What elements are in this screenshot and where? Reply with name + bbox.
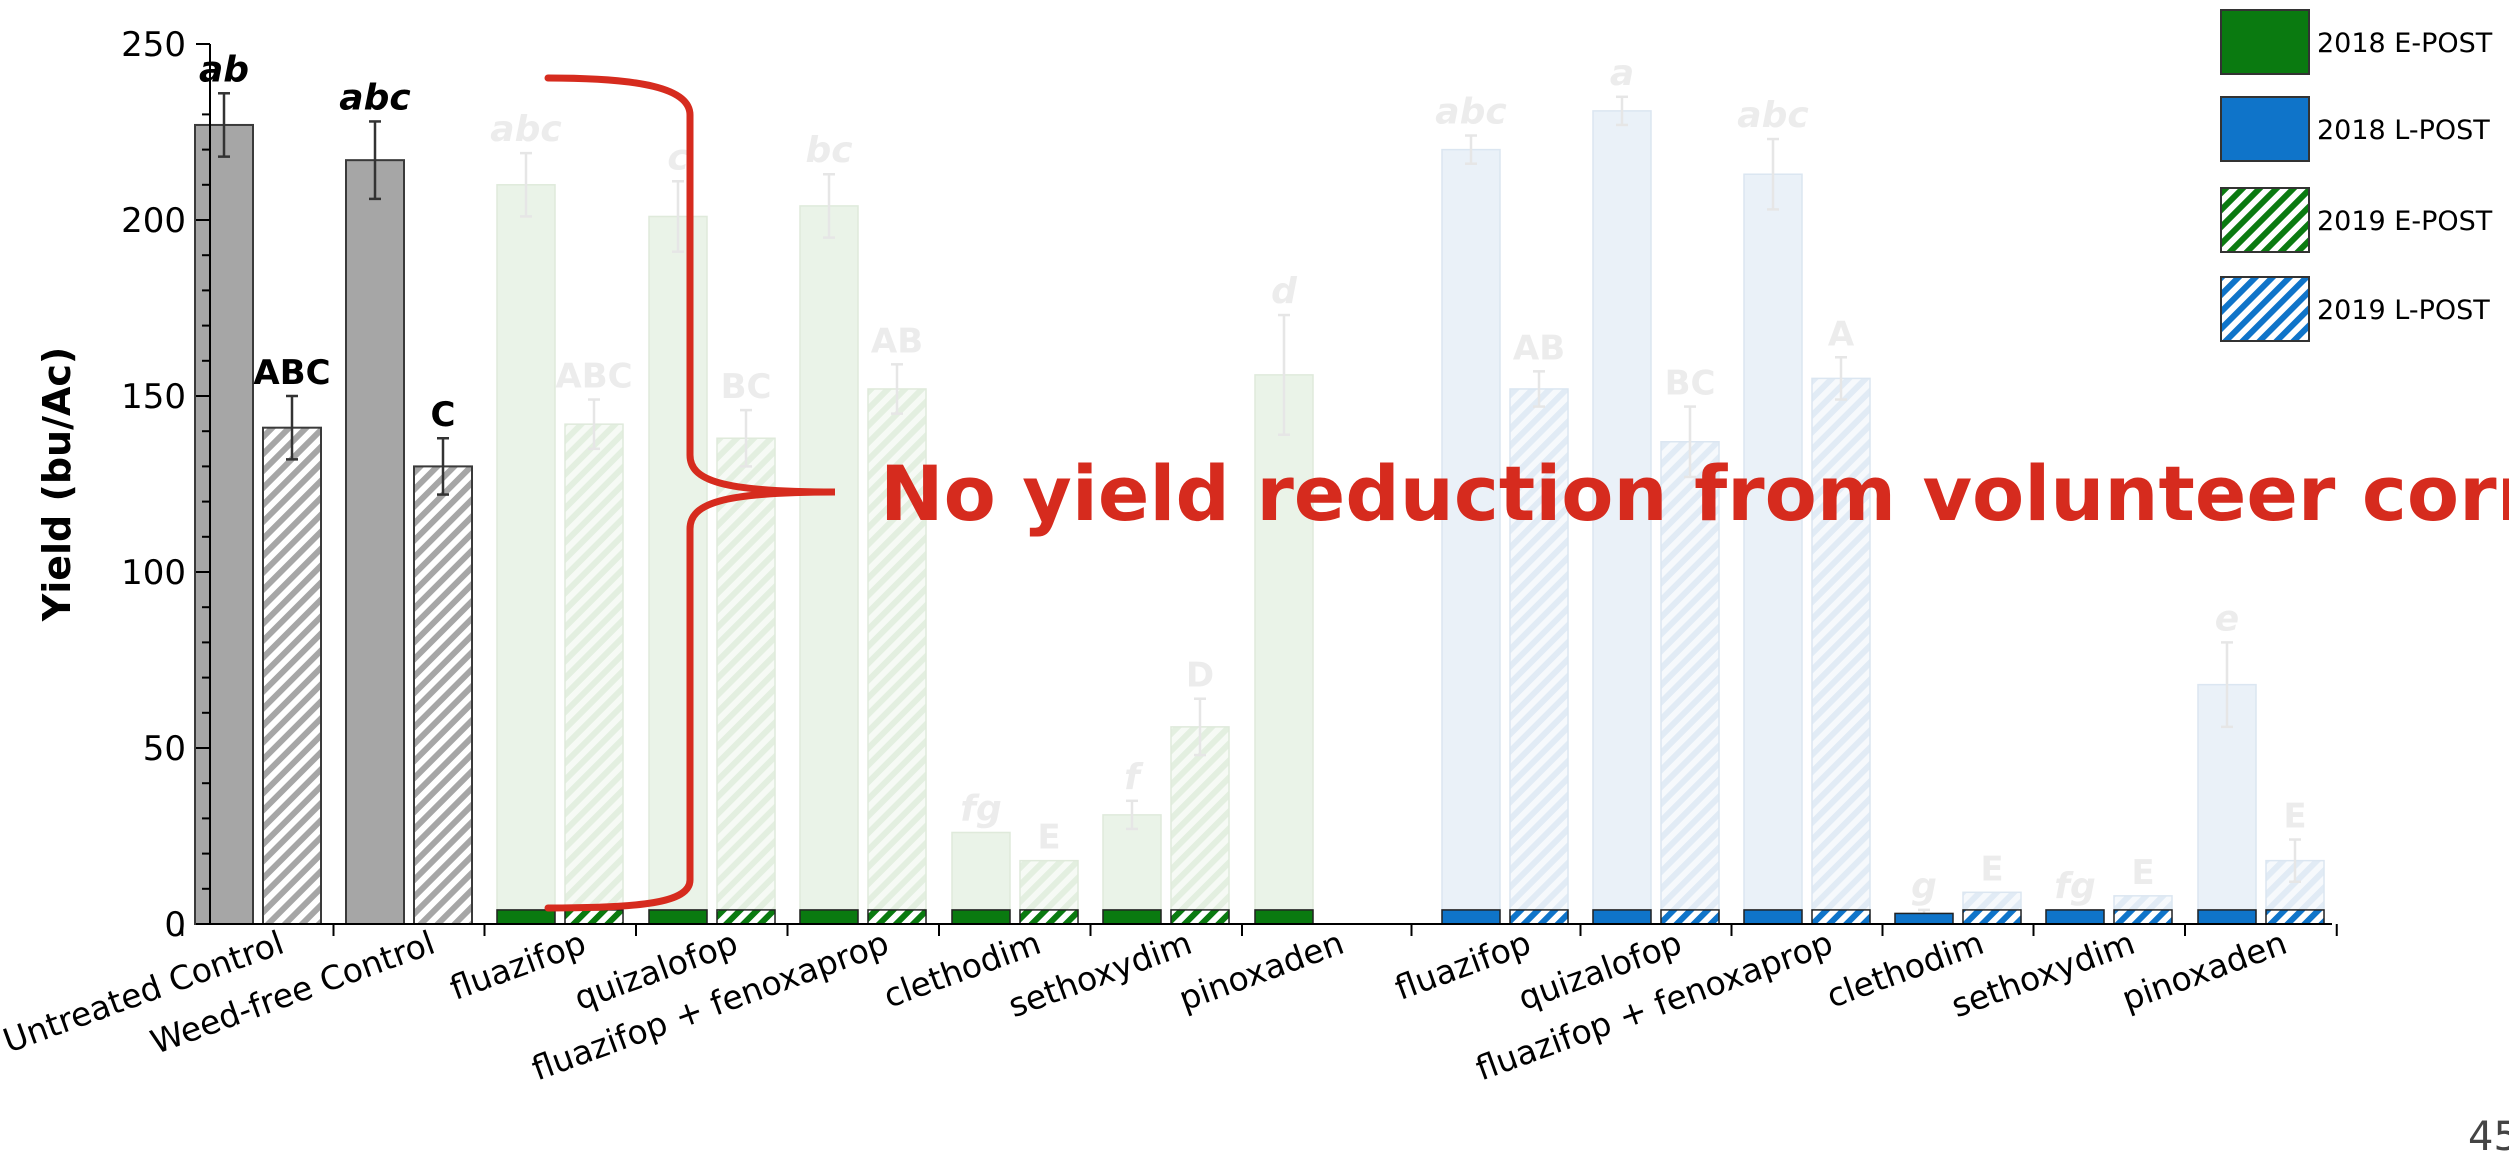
legend-label: 2018 L-POST (2317, 115, 2490, 146)
significance-label: f (1124, 757, 1144, 798)
bars-layer (194, 92, 2325, 926)
bar-baseline-overlay (716, 909, 776, 925)
bar (1170, 726, 1230, 925)
significance-label: abc (1435, 92, 1506, 133)
bar-baseline-overlay (1962, 909, 2022, 925)
bar (648, 215, 708, 925)
bar (1743, 173, 1803, 925)
callout-brace (544, 74, 836, 912)
axes: 0 50 100 150 200 250 Yield (bu/Ac) (35, 25, 2338, 945)
significance-label: a (1610, 53, 1634, 94)
bar-baseline-overlay (1170, 909, 1230, 925)
bar (345, 159, 405, 926)
bar-baseline-overlay (867, 909, 927, 925)
significance-label: E (2131, 853, 2154, 893)
bar (1254, 374, 1314, 925)
significance-label: ABC (253, 353, 330, 393)
bar-baseline-overlay (799, 909, 859, 925)
bar (1509, 388, 1569, 925)
y-tick-label: 50 (143, 729, 186, 769)
significance-label: C (431, 395, 456, 435)
bar-baseline-overlay (1592, 909, 1652, 925)
y-tick-label: 200 (121, 201, 186, 241)
bar-baseline-overlay (496, 909, 556, 925)
category-label: fluazifop (445, 923, 591, 1008)
significance-label: fg (2054, 866, 2095, 907)
bar (1102, 814, 1162, 925)
significance-label: E (1037, 818, 1060, 858)
bar-baseline-overlay (2197, 909, 2257, 925)
bar (413, 465, 473, 925)
bar-baseline-overlay (1254, 909, 1314, 925)
bar (564, 423, 624, 925)
bar (194, 123, 254, 925)
y-tick-label: 150 (121, 377, 186, 417)
bar-baseline-overlay (1509, 909, 1569, 925)
bar-baseline-overlay (564, 909, 624, 925)
category-label: pinoxaden (1174, 923, 1349, 1019)
bar (867, 388, 927, 925)
bar-baseline-overlay (2045, 909, 2105, 925)
bar-baseline-overlay (1441, 909, 1501, 925)
significance-label: g (1911, 866, 1937, 907)
bar-baseline-overlay (648, 909, 708, 925)
significance-label: abc (490, 109, 561, 150)
bar-baseline-overlay (2265, 909, 2325, 925)
legend-swatch (2220, 276, 2310, 342)
bar-baseline-overlay (1019, 909, 1079, 925)
significance-label: bc (805, 130, 852, 171)
callout-text: No yield reduction from volunteer corn? (880, 449, 2509, 538)
bar (1811, 377, 1871, 925)
legend-label: 2018 E-POST (2317, 28, 2493, 59)
significance-label: AB (871, 321, 923, 361)
significance-label: E (1980, 849, 2003, 889)
legend-swatch (2220, 96, 2310, 162)
page-number: 45 (2468, 1114, 2509, 1154)
y-tick-label: 0 (164, 905, 186, 945)
significance-label: c (667, 137, 688, 178)
significance-label: d (1271, 271, 1298, 312)
significance-label: AB (1513, 328, 1565, 368)
bar-baseline-overlay (1743, 909, 1803, 925)
significance-label: ab (199, 49, 249, 90)
significance-label: D (1186, 656, 1214, 696)
significance-label: BC (721, 367, 772, 407)
significance-label: BC (1665, 364, 1716, 404)
significance-label: abc (339, 77, 410, 118)
legend: 2018 E-POST 2018 L-POST 2019 E-POST 2019 L-… (2220, 9, 2493, 342)
bar (262, 426, 322, 925)
y-tick-label: 100 (121, 553, 186, 593)
bar-baseline-overlay (1811, 909, 1871, 925)
significance-label: fg (960, 788, 1001, 829)
legend-swatch (2220, 187, 2310, 253)
significance-label: e (2215, 598, 2239, 639)
category-label: pinoxaden (2117, 923, 2292, 1019)
bar-baseline-overlay (951, 909, 1011, 925)
bar-baseline-overlay (1102, 909, 1162, 925)
significance-label: abc (1737, 95, 1808, 136)
significance-label: ABC (555, 357, 632, 397)
bar-baseline-overlay (1894, 912, 1954, 925)
significance-label: A (1828, 314, 1855, 354)
legend-label: 2019 L-POST (2317, 295, 2490, 326)
bar (716, 437, 776, 925)
legend-swatch (2220, 9, 2310, 75)
bar (799, 205, 859, 925)
significance-label: E (2283, 797, 2306, 837)
bar (1660, 441, 1720, 925)
y-tick-label: 250 (121, 25, 186, 65)
bar (951, 831, 1011, 925)
legend-label: 2019 E-POST (2317, 206, 2493, 237)
bar-baseline-overlay (2113, 909, 2173, 925)
bar-baseline-overlay (1660, 909, 1720, 925)
bar (496, 184, 556, 925)
y-axis-label: Yield (bu/Ac) (35, 347, 79, 623)
